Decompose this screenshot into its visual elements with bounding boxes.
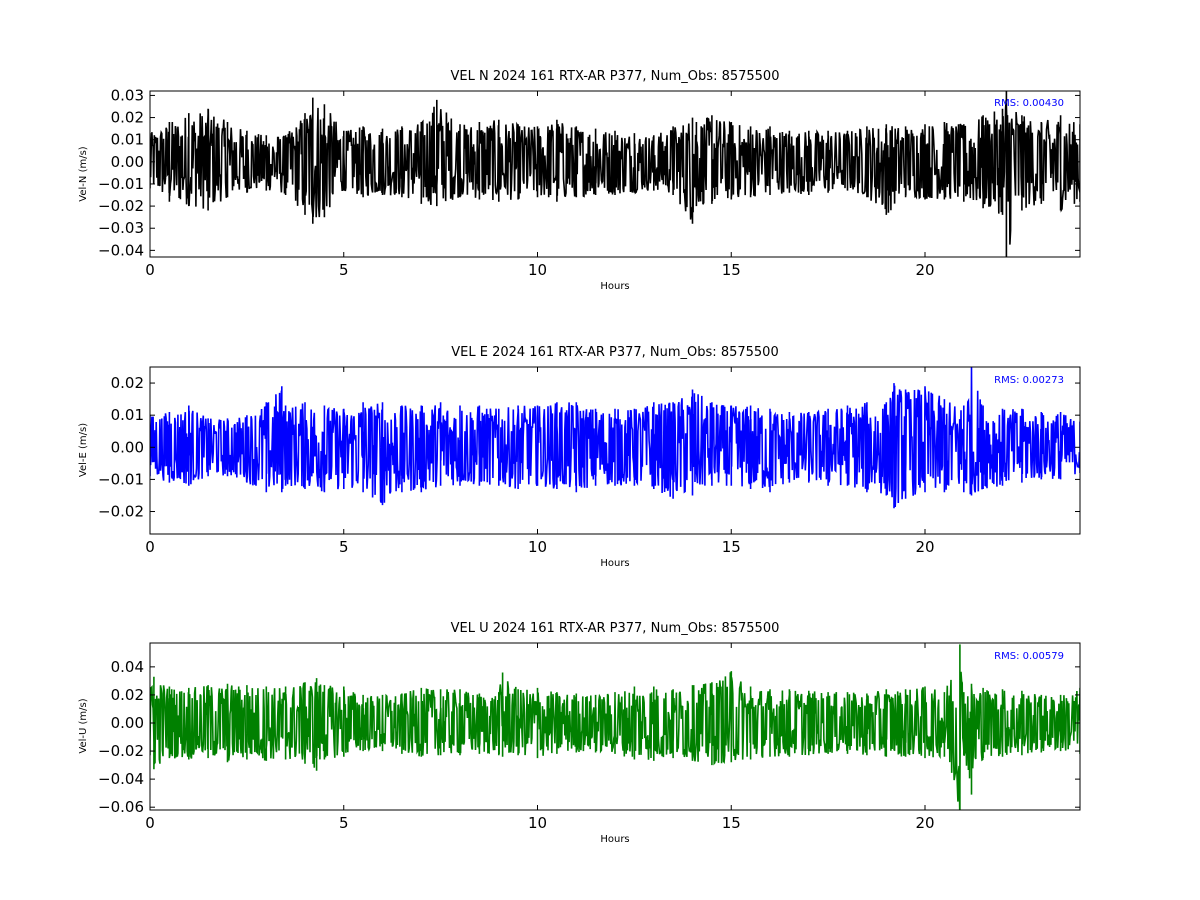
vel-n-y-axis-label: Vel-N (m/s) — [78, 146, 89, 201]
vel-e-y-tick-label: −0.02 — [98, 503, 144, 521]
vel-n-y-tick-label: 0.00 — [111, 153, 144, 171]
vel-n-y-tick-label: −0.02 — [98, 197, 144, 215]
vel-u-y-tick-label: 0.02 — [111, 686, 144, 704]
vel-u-y-tick-label: −0.02 — [98, 742, 144, 760]
vel-u-y-axis-label: Vel-U (m/s) — [78, 698, 89, 753]
vel-e-y-tick-label: 0.00 — [111, 438, 144, 456]
vel-n-x-tick-label: 5 — [339, 261, 349, 279]
vel-u-x-axis-label: Hours — [600, 834, 629, 845]
vel-u-x-tick-label: 15 — [722, 814, 741, 832]
vel-n-axes-frame — [149, 90, 1081, 258]
vel-u-x-tick-label: 20 — [915, 814, 934, 832]
vel-u-rms-annotation: RMS: 0.00579 — [994, 651, 1064, 662]
vel-e-x-axis-label: Hours — [600, 558, 629, 569]
vel-n-x-tick-label: 0 — [145, 261, 155, 279]
vel-u-panel: VEL U 2024 161 RTX-AR P377, Num_Obs: 857… — [78, 621, 1081, 845]
vel-u-y-tick-label: 0.04 — [111, 658, 144, 676]
vel-n-x-tick-label: 10 — [528, 261, 547, 279]
vel-u-x-tick-label: 10 — [528, 814, 547, 832]
vel-u-y-tick-label: −0.04 — [98, 770, 144, 788]
vel-e-y-tick-label: 0.02 — [111, 374, 144, 392]
vel-n-y-tick-label: 0.03 — [111, 86, 144, 104]
vel-u-y-tick-label: 0.00 — [111, 714, 144, 732]
vel-e-x-tick-label: 0 — [145, 538, 155, 556]
vel-e-x-tick-label: 10 — [528, 538, 547, 556]
vel-e-y-tick-label: 0.01 — [111, 406, 144, 424]
vel-n-y-tick-label: −0.04 — [98, 241, 144, 259]
vel-n-series-line — [150, 91, 1080, 257]
vel-n-y-tick-label: −0.03 — [98, 219, 144, 237]
vel-n-panel: VEL N 2024 161 RTX-AR P377, Num_Obs: 857… — [78, 69, 1081, 292]
vel-n-rms-annotation: RMS: 0.00430 — [994, 98, 1064, 109]
vel-u-axes-frame — [149, 642, 1081, 811]
vel-e-panel: VEL E 2024 161 RTX-AR P377, Num_Obs: 857… — [78, 345, 1081, 569]
vel-n-title: VEL N 2024 161 RTX-AR P377, Num_Obs: 857… — [451, 69, 780, 84]
vel-n-x-tick-label: 15 — [722, 261, 741, 279]
vel-n-y-tick-label: 0.02 — [111, 109, 144, 127]
vel-e-x-tick-label: 5 — [339, 538, 349, 556]
vel-n-x-axis-label: Hours — [600, 281, 629, 292]
vel-n-y-tick-label: −0.01 — [98, 175, 144, 193]
vel-e-axes-frame — [149, 366, 1081, 535]
vel-e-rms-annotation: RMS: 0.00273 — [994, 375, 1064, 386]
vel-u-y-tick-label: −0.06 — [98, 798, 144, 816]
vel-e-x-tick-label: 15 — [722, 538, 741, 556]
vel-n-y-tick-label: 0.01 — [111, 131, 144, 149]
vel-n-x-tick-label: 20 — [915, 261, 934, 279]
vel-u-series-line — [150, 644, 1080, 810]
vel-e-x-tick-label: 20 — [915, 538, 934, 556]
vel-e-y-tick-label: −0.01 — [98, 470, 144, 488]
vel-u-x-tick-label: 0 — [145, 814, 155, 832]
vel-e-title: VEL E 2024 161 RTX-AR P377, Num_Obs: 857… — [451, 345, 778, 360]
vel-e-series-line — [150, 367, 1080, 509]
vel-u-title: VEL U 2024 161 RTX-AR P377, Num_Obs: 857… — [451, 621, 780, 636]
vel-e-y-axis-label: Vel-E (m/s) — [78, 423, 89, 477]
vel-u-x-tick-label: 5 — [339, 814, 349, 832]
